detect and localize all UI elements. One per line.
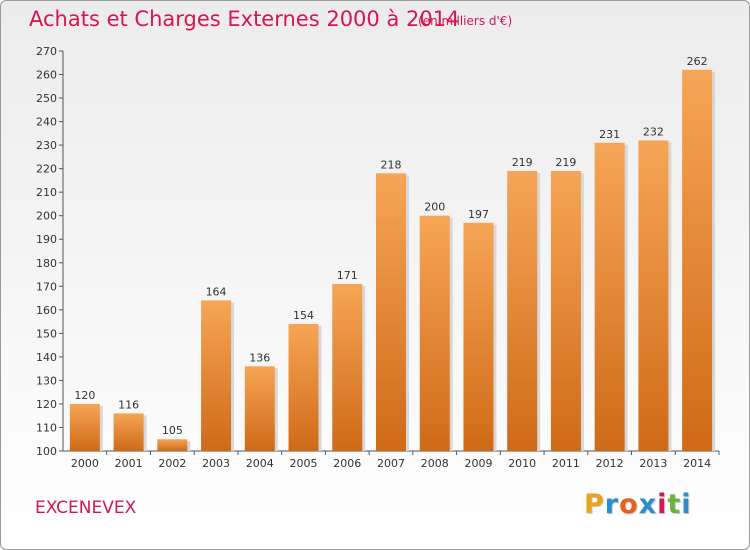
bar-2002 [157,439,188,451]
bar-2012 [594,142,625,451]
bar-value-label: 154 [293,309,314,322]
town-name: EXCENEVEX [35,498,137,518]
x-tick-label: 2003 [202,457,230,470]
proxiti-logo: Proxiti [584,489,692,520]
bar-2013 [638,140,669,452]
logo-letter: r [604,489,620,520]
y-tick-label: 190 [36,233,57,246]
y-tick-label: 100 [36,445,57,458]
y-tick-label: 180 [36,257,57,270]
bar-2007 [376,173,406,451]
bar-value-label: 197 [468,208,489,221]
y-tick-label: 110 [36,421,57,434]
x-tick-label: 2009 [464,457,492,470]
x-tick-label: 2000 [71,457,99,470]
x-tick-label: 2007 [377,457,405,470]
bar-2011 [550,171,581,451]
bar-value-label: 164 [206,285,227,298]
bar-2009 [463,222,494,451]
y-tick-label: 170 [36,280,57,293]
x-tick-label: 2004 [246,457,274,470]
x-tick-label: 2005 [290,457,318,470]
bar-value-label: 231 [599,128,620,141]
bar-value-label: 120 [74,389,95,402]
logo-letter: o [619,489,639,520]
bar-value-label: 171 [337,269,358,282]
bar-2010 [507,171,538,451]
bar-2001 [113,413,144,451]
chart-bars: 120 116 105 164 136 154 171 218 200 197 219 219 231 2… [69,55,716,452]
y-tick-label: 250 [36,92,57,105]
logo-letter: P [584,489,605,520]
y-tick-label: 160 [36,304,57,317]
y-tick-label: 140 [36,351,57,364]
logo-letter: i [657,489,668,520]
x-tick-label: 2010 [508,457,536,470]
bar-value-label: 232 [643,125,664,138]
bar-value-label: 136 [249,351,270,364]
y-tick-label: 260 [36,69,57,82]
y-tick-label: 120 [36,398,57,411]
bar-2005 [288,323,319,451]
x-tick-label: 2013 [639,457,667,470]
bar-2000 [69,403,100,451]
bar-value-label: 105 [162,424,183,437]
y-tick-label: 220 [36,163,57,176]
chart-title: Achats et Charges Externes 2000 à 2014 [29,7,460,31]
bar-value-label: 219 [512,156,533,169]
x-tick-label: 2011 [552,457,580,470]
bar-2014 [682,69,713,451]
chart-subtitle: (en milliers d'€) [418,14,513,28]
bar-value-label: 200 [424,201,445,214]
bar-value-label: 218 [381,158,402,171]
logo-letter: t [667,489,682,520]
bar-2004 [244,366,275,451]
bar-2003 [201,300,232,451]
y-tick-label: 130 [36,374,57,387]
y-tick-label: 210 [36,186,57,199]
bar-value-label: 116 [118,398,139,411]
y-tick-label: 150 [36,327,57,340]
x-tick-label: 2001 [115,457,143,470]
logo-letter: x [638,489,658,520]
logo-letter: i [681,489,692,520]
y-tick-label: 240 [36,116,57,129]
y-tick-label: 270 [36,45,57,58]
x-tick-label: 2008 [421,457,449,470]
x-tick-label: 2012 [596,457,624,470]
bar-value-label: 262 [687,55,708,68]
y-tick-label: 230 [36,139,57,152]
x-tick-label: 2002 [158,457,186,470]
bar-2008 [419,215,450,451]
bar-2006 [332,283,363,451]
x-tick-label: 2014 [683,457,711,470]
bar-value-label: 219 [555,156,576,169]
y-tick-label: 200 [36,210,57,223]
x-tick-label: 2006 [333,457,361,470]
chart-axes: 100 110 120 130 140 150 160 170 180 190 200 210 220 2… [36,45,720,470]
